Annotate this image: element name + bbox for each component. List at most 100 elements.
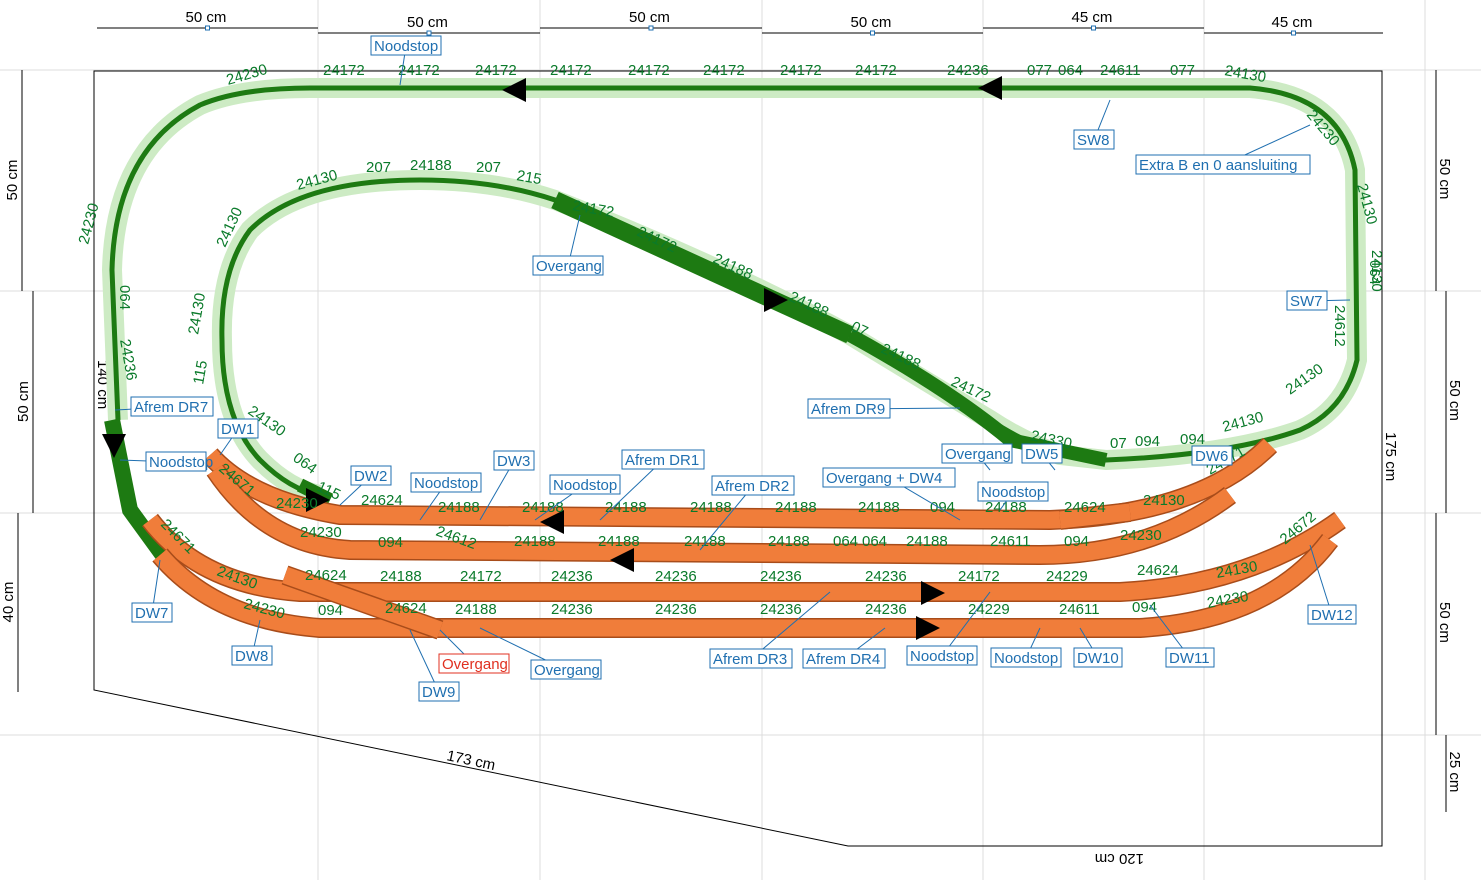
track-number: 07	[848, 318, 870, 340]
callout-box	[217, 418, 259, 439]
direction-arrow	[610, 548, 634, 572]
track-number: 064	[290, 449, 320, 477]
callout-label: Overgang	[941, 443, 1013, 471]
callout-box	[990, 647, 1062, 668]
callout-label: Afrem DR1	[599, 449, 705, 521]
track-number: 24172	[323, 62, 365, 79]
callout-label: Extra B en 0 aansluiting	[1135, 124, 1311, 175]
callout-box	[1073, 647, 1123, 668]
track-number: 24172	[398, 62, 440, 79]
track-number: 24188	[768, 533, 810, 550]
callout-box	[802, 648, 886, 669]
callout-text: Afrem DR1	[625, 452, 699, 469]
callout-label: DW10	[1073, 627, 1123, 668]
track-number: 077	[1170, 62, 1195, 79]
direction-arrow	[306, 488, 330, 512]
track-number: 24611	[1100, 62, 1141, 79]
track-number: 094	[1132, 599, 1157, 616]
track-number: 24172	[475, 62, 517, 79]
dimension-label: 40 cm	[0, 582, 17, 623]
dimension-label: 45 cm	[1072, 9, 1113, 26]
dimension-label: 25 cm	[1446, 752, 1463, 793]
callout-label: DW11	[1149, 604, 1215, 668]
track-number: 094	[1135, 433, 1160, 450]
yard-track-4	[153, 534, 1337, 637]
callout-text: Overgang	[534, 662, 600, 679]
callout-label: Noodstop	[370, 35, 442, 86]
yard-crossover	[282, 566, 443, 639]
callout-label: Overgang	[532, 214, 604, 276]
track-number: 24188	[438, 499, 480, 516]
track-number: 24236	[116, 338, 140, 382]
callout-text: Noodstop	[149, 454, 213, 471]
dimension-label: 50 cm	[1436, 159, 1453, 200]
track-number: 24188	[455, 601, 497, 618]
track-number: 24236	[551, 568, 593, 585]
track-number: 24172	[460, 568, 502, 585]
callout-text: DW5	[1025, 446, 1058, 463]
track-number: 24229	[1046, 568, 1088, 585]
callout-leader	[479, 460, 515, 521]
yard-track-2	[207, 465, 1236, 564]
yard-track-1	[203, 438, 1277, 529]
dimension-handle	[205, 25, 210, 31]
track-number: 24236	[655, 601, 697, 618]
track-number: 24130	[1223, 62, 1267, 86]
callout-box	[438, 653, 510, 674]
dimension-label: 50 cm	[407, 14, 448, 31]
callout-box	[532, 255, 604, 276]
track-number: 24188	[522, 499, 564, 516]
track-number: 24236	[551, 601, 593, 618]
track-number: 064	[833, 533, 858, 550]
callout-label: Noodstop	[534, 474, 621, 521]
callout-text: Extra B en 0 aansluiting	[1139, 157, 1297, 174]
baseboard-edge	[93, 70, 1383, 847]
callout-text: DW7	[135, 605, 168, 622]
callout-label: Afrem DR2	[699, 475, 795, 551]
callout-box	[1307, 604, 1357, 625]
callout-box	[145, 451, 207, 472]
callout-box	[130, 396, 214, 417]
track-number: 24130	[185, 292, 209, 336]
callout-label: Noodstop	[906, 591, 991, 666]
callout-label: DW5	[1021, 443, 1063, 471]
callout-text: DW9	[422, 684, 455, 701]
track-number: 24188	[380, 568, 422, 585]
callout-leader	[699, 485, 754, 551]
callout-label: Noodstop	[119, 451, 213, 472]
track-number: 24130	[1283, 360, 1327, 398]
track-number: 077	[1027, 62, 1052, 79]
callout-label: Overgang + DW4	[822, 467, 961, 521]
track-number: 24188	[684, 533, 726, 550]
dimension-lines: 50 cm 50 cm 50 cm 50 cm 45 cm 45 cm 50 cm 50 cm…	[0, 9, 1463, 867]
callout-text: Overgang + DW4	[826, 470, 942, 487]
track-number: 24188	[605, 499, 647, 516]
track-number: 24236	[947, 62, 989, 79]
callout-label: SW7	[1286, 290, 1351, 311]
callout-label: Overgang	[438, 629, 510, 674]
yard-track-3	[143, 513, 1345, 601]
track-number: 207	[476, 159, 501, 176]
callout-text: Noodstop	[910, 648, 974, 665]
callout-box	[709, 648, 793, 669]
callout-label: SW8	[1073, 99, 1115, 150]
callout-box	[977, 481, 1049, 502]
callout-label: DW12	[1307, 544, 1357, 625]
track-number: 064	[116, 285, 133, 310]
track-number: 24624	[361, 492, 403, 509]
callout-text: Overgang	[945, 446, 1011, 463]
track-number: 24130	[1368, 250, 1385, 292]
track-number: 24188	[598, 533, 640, 550]
dimension-handle	[426, 30, 432, 36]
callout-leader	[599, 459, 664, 521]
callout-box	[493, 450, 535, 471]
track-number: 24230	[1206, 588, 1250, 612]
track-number: 24172	[628, 62, 670, 79]
track-number: 24611	[1059, 601, 1100, 618]
track-number: 24172	[855, 62, 897, 79]
track-number: 24130	[1143, 492, 1185, 509]
callout-leader	[941, 591, 991, 657]
dimension-label: 50 cm	[4, 160, 21, 201]
callout-label: Afrem DR4	[802, 627, 886, 669]
